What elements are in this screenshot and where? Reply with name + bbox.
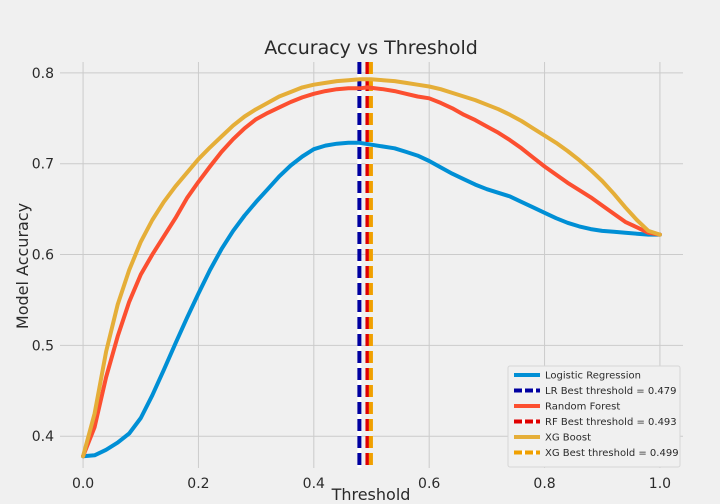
y-tick-label: 0.7 (32, 157, 54, 173)
chart-title: Accuracy vs Threshold (264, 37, 478, 59)
x-tick-label: 0.4 (303, 476, 325, 492)
series-lines (81, 77, 662, 459)
y-tick-label: 0.4 (32, 429, 54, 445)
legend: Logistic Regression LR Best threshold = 0… (507, 365, 681, 468)
legend-label: Random Forest (545, 402, 620, 413)
y-tick-label: 0.6 (32, 248, 54, 264)
series-line-1 (81, 85, 662, 459)
series-line-2 (81, 77, 662, 459)
threshold-lines (357, 62, 373, 468)
x-tick-label: 0.6 (418, 476, 440, 492)
series-line-0 (81, 140, 662, 459)
y-axis-title: Model Accuracy (13, 203, 32, 329)
legend-box (507, 365, 681, 468)
y-tick-label: 0.5 (32, 338, 54, 354)
legend-label: LR Best threshold = 0.479 (545, 386, 676, 397)
legend-label: RF Best threshold = 0.493 (545, 417, 677, 428)
x-tick-label: 0.8 (533, 476, 555, 492)
x-tick-label: 0.0 (72, 476, 94, 492)
x-axis-title: Threshold (331, 485, 411, 504)
legend-label: XG Boost (545, 433, 591, 444)
legend-label: XG Best threshold = 0.499 (545, 448, 679, 459)
tick-labels: 0.0 0.2 0.4 0.6 0.8 1.0 0.4 0.5 0.6 0.7 0.8 (32, 66, 671, 492)
x-tick-label: 1.0 (649, 476, 671, 492)
y-tick-label: 0.8 (32, 66, 54, 82)
x-tick-label: 0.2 (187, 476, 209, 492)
legend-label: Logistic Regression (545, 371, 641, 382)
